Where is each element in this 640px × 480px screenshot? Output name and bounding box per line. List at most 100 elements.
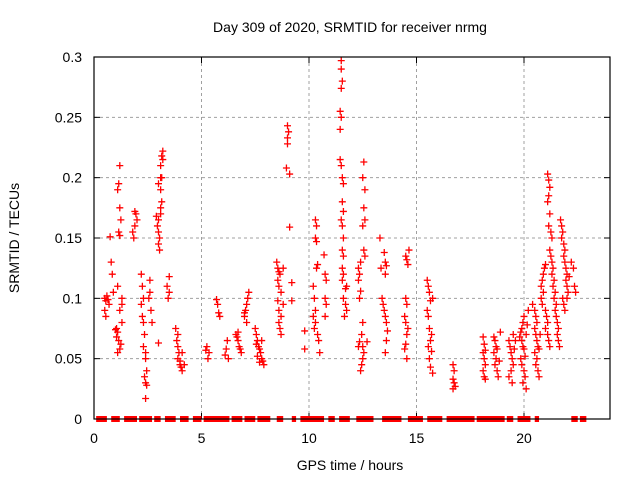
- data-point: [257, 349, 265, 357]
- data-point: [157, 210, 165, 218]
- data-point: [564, 288, 572, 296]
- data-point: [545, 222, 553, 230]
- data-point: [337, 84, 345, 92]
- data-point: [215, 309, 223, 317]
- data-point: [155, 180, 162, 188]
- x-tick-label: 20: [516, 430, 532, 446]
- data-point: [260, 361, 268, 369]
- data-point: [103, 292, 111, 300]
- data-point: [491, 361, 499, 369]
- data-point: [321, 294, 329, 302]
- y-tick-label: 0.2: [63, 170, 83, 186]
- data-point: [275, 318, 283, 326]
- data-point: [236, 345, 244, 353]
- data-point: [479, 367, 487, 375]
- data-point: [279, 264, 287, 272]
- data-point: [276, 325, 284, 332]
- data-point: [159, 147, 167, 155]
- data-point: [402, 318, 410, 326]
- data-point: [315, 337, 323, 345]
- data-point: [450, 367, 458, 375]
- data-point: [116, 345, 124, 353]
- data-point: [145, 294, 153, 302]
- data-point: [343, 306, 351, 314]
- data-point: [424, 343, 432, 351]
- data-point: [357, 287, 365, 295]
- data-point: [545, 337, 553, 345]
- data-point: [401, 312, 409, 320]
- data-point: [521, 373, 529, 381]
- data-point: [213, 296, 221, 304]
- data-point: [450, 379, 458, 387]
- data-point: [424, 312, 432, 320]
- data-point: [536, 331, 544, 339]
- data-point: [558, 222, 566, 230]
- data-point: [285, 128, 293, 136]
- data-point: [178, 349, 186, 357]
- data-point: [141, 373, 149, 381]
- data-point: [174, 331, 182, 339]
- data-point: [551, 306, 559, 314]
- data-point: [146, 288, 154, 296]
- data-point: [531, 349, 539, 357]
- data-point: [529, 300, 537, 308]
- data-point: [214, 300, 222, 308]
- data-point: [359, 355, 367, 363]
- data-point: [158, 152, 166, 160]
- data-point: [320, 251, 328, 259]
- data-point: [322, 276, 330, 284]
- data-point: [106, 233, 114, 241]
- data-point: [114, 186, 122, 194]
- data-point: [259, 357, 267, 365]
- data-point: [517, 328, 525, 336]
- grid-lines: [94, 57, 610, 419]
- data-point: [155, 240, 162, 248]
- data-point: [563, 294, 571, 302]
- data-point: [155, 216, 162, 224]
- data-point: [402, 294, 410, 302]
- data-point: [360, 158, 368, 166]
- data-point: [535, 345, 543, 353]
- data-point: [222, 345, 230, 353]
- data-point: [284, 122, 291, 130]
- data-point: [449, 385, 457, 393]
- data-point: [538, 276, 546, 284]
- data-point: [550, 294, 558, 302]
- data-point: [146, 276, 154, 284]
- data-point: [313, 238, 321, 246]
- data-point: [518, 325, 526, 332]
- data-point: [339, 270, 347, 278]
- data-point: [517, 355, 525, 363]
- data-point: [534, 367, 542, 375]
- data-point: [380, 248, 388, 256]
- data-point: [118, 294, 126, 302]
- data-point: [203, 343, 211, 351]
- data-point: [309, 282, 317, 290]
- data-point: [383, 327, 391, 335]
- data-point: [511, 337, 519, 345]
- data-point: [204, 355, 212, 363]
- data-point: [563, 282, 571, 290]
- data-point: [258, 337, 266, 345]
- data-point: [342, 300, 350, 308]
- data-point: [142, 394, 150, 402]
- data-point: [114, 349, 122, 357]
- data-point: [275, 282, 283, 290]
- data-point: [116, 306, 124, 314]
- data-point: [560, 240, 568, 248]
- data-point: [357, 258, 365, 266]
- data-point: [548, 258, 556, 266]
- data-point: [532, 312, 540, 320]
- data-point: [143, 367, 151, 375]
- data-point: [540, 264, 548, 272]
- data-point: [424, 282, 432, 290]
- data-point: [224, 355, 232, 363]
- data-point: [546, 246, 554, 254]
- data-point: [537, 294, 545, 302]
- y-tick-label: 0: [74, 411, 82, 427]
- data-point: [361, 216, 369, 224]
- data-point: [275, 306, 283, 314]
- data-point: [557, 216, 565, 224]
- y-tick-label: 0.1: [63, 290, 83, 306]
- data-point: [559, 228, 567, 236]
